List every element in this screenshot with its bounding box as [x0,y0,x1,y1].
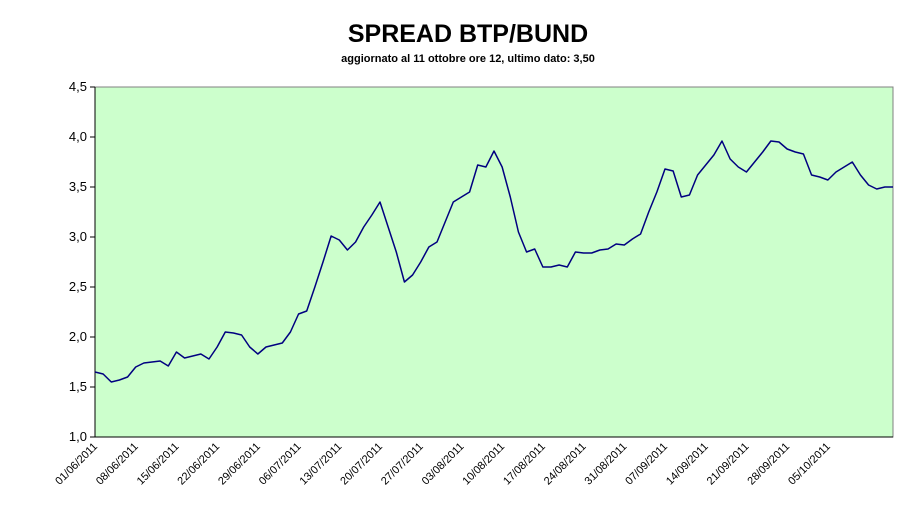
x-tick-label: 08/06/2011 [94,441,141,488]
chart-title: SPREAD BTP/BUND [348,20,588,48]
chart-subtitle: aggiornato al 11 ottobre ore 12, ultimo … [341,53,595,65]
x-tick-label: 05/10/2011 [786,441,833,488]
y-tick-label: 1,5 [69,379,87,394]
y-tick-label: 2,0 [69,329,87,344]
x-tick-label: 27/07/2011 [379,441,426,488]
x-tick-label: 21/09/2011 [705,441,752,488]
x-tick-label: 13/07/2011 [298,441,345,488]
x-tick-label: 15/06/2011 [135,441,182,488]
x-tick-label: 29/06/2011 [216,441,263,488]
y-tick-label: 2,5 [69,279,87,294]
y-tick-label: 4,0 [69,129,87,144]
x-tick-label: 31/08/2011 [583,441,630,488]
x-tick-label: 03/08/2011 [420,441,467,488]
data-line [94,140,893,383]
x-tick-label: 01/06/2011 [53,441,100,488]
y-tick-label: 4,5 [69,79,87,94]
x-tick-label: 24/08/2011 [542,441,589,488]
x-tick-label: 14/09/2011 [664,441,711,488]
x-tick-label: 06/07/2011 [257,441,304,488]
x-tick-label: 20/07/2011 [338,441,385,488]
x-tick-label: 07/09/2011 [623,441,670,488]
plot-area [94,86,894,438]
y-tick-label: 3,0 [69,229,87,244]
x-tick-label: 28/09/2011 [745,441,792,488]
y-tick-label: 1,0 [69,429,87,444]
x-tick-label: 10/08/2011 [460,441,507,488]
x-tick-label: 22/06/2011 [175,441,222,488]
x-tick-label: 17/08/2011 [501,441,548,488]
y-tick-label: 3,5 [69,179,87,194]
